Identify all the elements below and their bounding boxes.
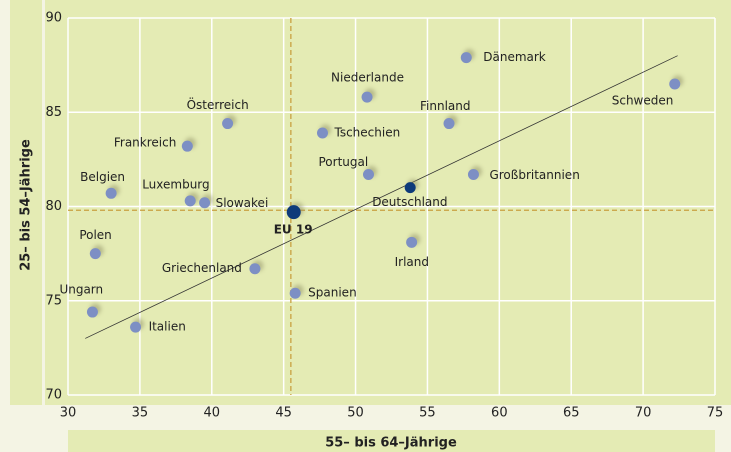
y-tick-label: 85 bbox=[45, 105, 62, 120]
point bbox=[222, 118, 234, 130]
point-label: Luxemburg bbox=[142, 177, 209, 191]
point bbox=[669, 78, 681, 90]
point-label: Großbritannien bbox=[489, 168, 579, 182]
x-tick-label: 50 bbox=[347, 406, 364, 421]
x-label-band bbox=[68, 430, 715, 452]
point bbox=[105, 187, 117, 199]
plot-background bbox=[45, 0, 731, 405]
point-label: Niederlande bbox=[331, 71, 404, 85]
point-label: EU 19 bbox=[274, 223, 313, 237]
x-tick-label: 35 bbox=[132, 406, 149, 421]
point bbox=[86, 306, 98, 318]
y-tick-label: 90 bbox=[45, 11, 62, 26]
y-axis-label: 25– bis 54–Jährige bbox=[19, 139, 34, 271]
point-label: Deutschland bbox=[372, 195, 447, 209]
point bbox=[443, 118, 455, 130]
point-label: Finnland bbox=[420, 99, 470, 113]
point-label: Spanien bbox=[308, 286, 357, 300]
point bbox=[467, 168, 479, 180]
x-tick-label: 65 bbox=[563, 406, 580, 421]
trendline bbox=[85, 55, 678, 339]
point bbox=[361, 91, 373, 103]
point-label: Slowakei bbox=[216, 196, 269, 210]
x-axis-label: 55– bis 64–Jährige bbox=[325, 436, 457, 451]
point-label: Schweden bbox=[612, 93, 674, 107]
point bbox=[130, 321, 142, 333]
x-tick-label: 70 bbox=[635, 406, 652, 421]
point bbox=[181, 140, 193, 152]
y-tick-label: 75 bbox=[45, 293, 62, 308]
x-tick-label: 30 bbox=[60, 406, 77, 421]
y-tick-label: 70 bbox=[45, 388, 62, 403]
x-tick-label: 55 bbox=[419, 406, 436, 421]
point bbox=[286, 205, 301, 220]
point bbox=[362, 168, 374, 180]
point-label: Belgien bbox=[80, 170, 125, 184]
point bbox=[404, 182, 416, 194]
point-label: Tschechien bbox=[333, 125, 400, 139]
point bbox=[184, 195, 196, 207]
point bbox=[406, 236, 418, 248]
point bbox=[89, 248, 101, 260]
point-label: Polen bbox=[79, 228, 111, 242]
y-label-band bbox=[10, 0, 42, 405]
point bbox=[460, 52, 472, 64]
point-label: Ungarn bbox=[59, 283, 103, 297]
x-tick-label: 60 bbox=[491, 406, 508, 421]
x-tick-label: 40 bbox=[204, 406, 221, 421]
point-label: Portugal bbox=[318, 155, 368, 169]
point bbox=[249, 263, 261, 275]
y-tick-label: 80 bbox=[45, 199, 62, 214]
x-tick-label: 75 bbox=[707, 406, 724, 421]
point bbox=[316, 127, 328, 139]
point-label: Frankreich bbox=[114, 136, 176, 150]
point bbox=[199, 197, 211, 209]
point bbox=[289, 287, 301, 299]
point-label: Österreich bbox=[187, 96, 249, 112]
point-label: Italien bbox=[149, 320, 186, 334]
point-label: Irland bbox=[395, 255, 429, 269]
x-tick-label: 45 bbox=[275, 406, 292, 421]
point-label: Griechenland bbox=[162, 261, 242, 275]
point-label: Dänemark bbox=[483, 50, 546, 64]
